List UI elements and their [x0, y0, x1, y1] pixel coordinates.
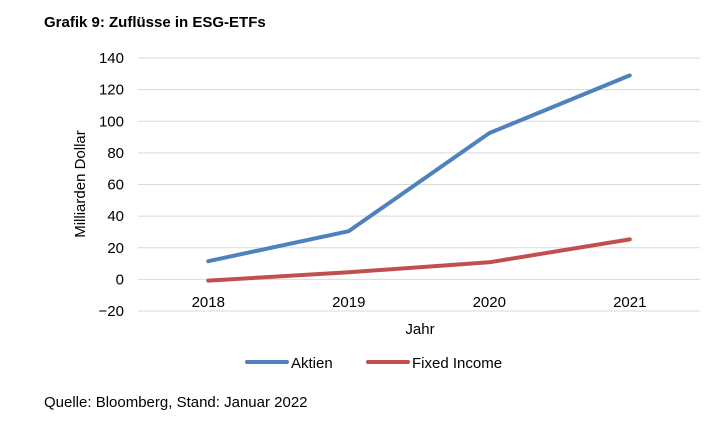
data-point — [488, 261, 490, 263]
x-axis-ticks: 2018 2019 2020 2021 — [192, 294, 647, 311]
data-point — [488, 132, 490, 134]
data-point — [348, 271, 350, 273]
chart-title: Grafik 9: Zuflüsse in ESG-ETFs — [44, 14, 266, 31]
series-line-0 — [206, 73, 632, 264]
x-axis-title: Jahr — [405, 321, 434, 338]
y-axis-ticks: 140 120 100 80 60 40 20 0 −20 — [99, 50, 124, 320]
data-point — [629, 74, 631, 76]
series-line-1 — [206, 237, 632, 283]
y-tick-label: 80 — [107, 145, 124, 162]
source-note: Quelle: Bloomberg, Stand: Januar 2022 — [44, 394, 308, 411]
x-tick-label: 2019 — [332, 294, 365, 311]
y-tick-label: 0 — [116, 271, 124, 288]
legend-label: Fixed Income — [412, 355, 502, 372]
y-tick-label: 100 — [99, 113, 124, 130]
y-tick-label: 140 — [99, 50, 124, 67]
data-point — [207, 280, 209, 282]
x-tick-label: 2020 — [473, 294, 506, 311]
data-point — [207, 260, 209, 262]
legend: Aktien Fixed Income — [245, 355, 502, 372]
y-tick-label: 40 — [107, 208, 124, 225]
y-axis-title: Milliarden Dollar — [72, 130, 89, 238]
legend-label: Aktien — [291, 355, 333, 372]
y-tick-label: 20 — [107, 240, 124, 257]
y-tick-label: 120 — [99, 82, 124, 99]
series-lines — [206, 73, 632, 283]
y-tick-label: 60 — [107, 177, 124, 194]
x-tick-label: 2021 — [613, 294, 646, 311]
data-point — [629, 238, 631, 240]
x-tick-label: 2018 — [192, 294, 225, 311]
y-tick-label: −20 — [99, 303, 124, 320]
data-point — [348, 230, 350, 232]
